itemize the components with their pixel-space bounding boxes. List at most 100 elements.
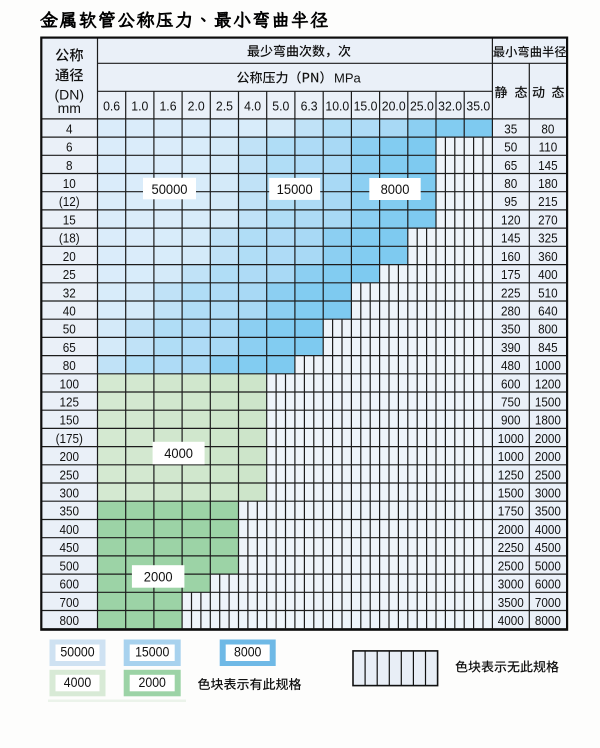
svg-text:50000: 50000 xyxy=(60,644,94,660)
svg-text:(12): (12) xyxy=(59,195,80,210)
svg-text:125: 125 xyxy=(60,395,80,410)
svg-text:300: 300 xyxy=(60,486,80,501)
svg-text:225: 225 xyxy=(501,286,521,301)
svg-text:80: 80 xyxy=(541,122,554,137)
svg-text:2000: 2000 xyxy=(144,569,173,585)
svg-text:4.0: 4.0 xyxy=(244,98,261,114)
svg-text:32: 32 xyxy=(63,286,76,301)
svg-text:250: 250 xyxy=(60,468,80,483)
svg-text:mm: mm xyxy=(58,100,81,116)
svg-text:6: 6 xyxy=(66,140,73,155)
svg-text:2000: 2000 xyxy=(535,431,561,446)
svg-text:640: 640 xyxy=(538,304,558,319)
svg-text:150: 150 xyxy=(60,413,80,428)
svg-text:325: 325 xyxy=(538,231,558,246)
svg-text:3500: 3500 xyxy=(498,595,524,610)
svg-text:8000: 8000 xyxy=(234,644,261,660)
svg-text:175: 175 xyxy=(501,268,521,283)
svg-text:400: 400 xyxy=(60,522,80,537)
svg-text:10: 10 xyxy=(63,176,76,191)
svg-text:200: 200 xyxy=(60,450,80,465)
svg-text:360: 360 xyxy=(538,249,558,264)
svg-text:1500: 1500 xyxy=(498,486,524,501)
svg-text:8000: 8000 xyxy=(535,613,561,628)
svg-text:450: 450 xyxy=(60,541,80,556)
svg-text:40: 40 xyxy=(63,304,76,319)
svg-text:20: 20 xyxy=(63,249,76,264)
svg-text:350: 350 xyxy=(501,322,521,337)
svg-text:4000: 4000 xyxy=(498,613,524,628)
svg-text:845: 845 xyxy=(538,340,558,355)
svg-text:(18): (18) xyxy=(59,231,80,246)
svg-text:2500: 2500 xyxy=(498,559,524,574)
svg-text:120: 120 xyxy=(501,213,521,228)
svg-text:80: 80 xyxy=(63,359,76,374)
svg-text:1200: 1200 xyxy=(535,377,561,392)
svg-text:1.0: 1.0 xyxy=(131,98,148,114)
svg-text:2000: 2000 xyxy=(498,522,524,537)
svg-text:5.0: 5.0 xyxy=(272,98,289,114)
svg-text:100: 100 xyxy=(60,377,80,392)
svg-text:25.0: 25.0 xyxy=(410,98,434,114)
svg-text:1500: 1500 xyxy=(535,395,561,410)
svg-text:2000: 2000 xyxy=(139,674,166,690)
svg-text:1.6: 1.6 xyxy=(159,98,176,114)
svg-text:350: 350 xyxy=(60,504,80,519)
svg-text:5000: 5000 xyxy=(535,559,561,574)
svg-text:4000: 4000 xyxy=(164,446,193,462)
svg-text:50000: 50000 xyxy=(151,181,187,197)
svg-text:2250: 2250 xyxy=(498,541,524,556)
svg-text:(DN): (DN) xyxy=(55,86,85,102)
svg-text:8000: 8000 xyxy=(381,182,410,198)
svg-text:15000: 15000 xyxy=(277,182,313,198)
svg-text:750: 750 xyxy=(501,395,521,410)
svg-text:10.0: 10.0 xyxy=(325,98,349,114)
svg-text:145: 145 xyxy=(538,158,558,173)
svg-text:270: 270 xyxy=(538,213,558,228)
svg-text:7000: 7000 xyxy=(535,595,561,610)
svg-text:2.5: 2.5 xyxy=(216,98,233,114)
svg-text:4500: 4500 xyxy=(535,541,561,556)
svg-text:95: 95 xyxy=(504,195,517,210)
svg-text:1000: 1000 xyxy=(535,359,561,374)
svg-text:50: 50 xyxy=(504,140,517,155)
svg-text:2.0: 2.0 xyxy=(188,98,205,114)
svg-text:6000: 6000 xyxy=(535,577,561,592)
svg-text:3500: 3500 xyxy=(535,504,561,519)
svg-text:110: 110 xyxy=(539,140,558,155)
svg-text:500: 500 xyxy=(60,559,80,574)
svg-text:4000: 4000 xyxy=(535,522,561,537)
svg-text:65: 65 xyxy=(63,340,76,355)
svg-text:32.0: 32.0 xyxy=(438,98,462,114)
svg-text:1000: 1000 xyxy=(498,431,524,446)
svg-text:15: 15 xyxy=(63,213,76,228)
svg-text:4: 4 xyxy=(66,122,73,137)
svg-text:600: 600 xyxy=(501,377,521,392)
svg-text:700: 700 xyxy=(60,595,80,610)
svg-text:1000: 1000 xyxy=(498,450,524,465)
svg-text:25: 25 xyxy=(63,268,76,283)
svg-text:50: 50 xyxy=(63,322,76,337)
svg-text:MPa: MPa xyxy=(334,70,362,85)
svg-text:8: 8 xyxy=(66,158,73,173)
svg-text:400: 400 xyxy=(538,268,558,283)
svg-text:35.0: 35.0 xyxy=(466,98,490,114)
svg-text:390: 390 xyxy=(501,340,521,355)
svg-text:(175): (175) xyxy=(56,431,83,446)
svg-text:3000: 3000 xyxy=(535,486,561,501)
svg-text:6.3: 6.3 xyxy=(301,98,318,114)
svg-text:35: 35 xyxy=(504,122,517,137)
svg-text:800: 800 xyxy=(60,613,80,628)
svg-text:160: 160 xyxy=(501,249,521,264)
svg-text:2000: 2000 xyxy=(535,450,561,465)
svg-text:280: 280 xyxy=(501,304,521,319)
svg-text:3000: 3000 xyxy=(498,577,524,592)
svg-text:65: 65 xyxy=(504,158,517,173)
svg-text:1800: 1800 xyxy=(535,413,561,428)
svg-text:20.0: 20.0 xyxy=(382,98,406,114)
svg-text:4000: 4000 xyxy=(64,674,91,690)
svg-text:510: 510 xyxy=(538,286,558,301)
svg-text:1250: 1250 xyxy=(498,468,524,483)
svg-text:1750: 1750 xyxy=(498,504,524,519)
svg-text:0.6: 0.6 xyxy=(103,98,120,114)
